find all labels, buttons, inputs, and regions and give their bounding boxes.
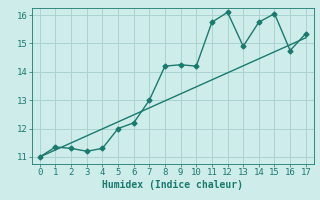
X-axis label: Humidex (Indice chaleur): Humidex (Indice chaleur) xyxy=(102,180,243,190)
